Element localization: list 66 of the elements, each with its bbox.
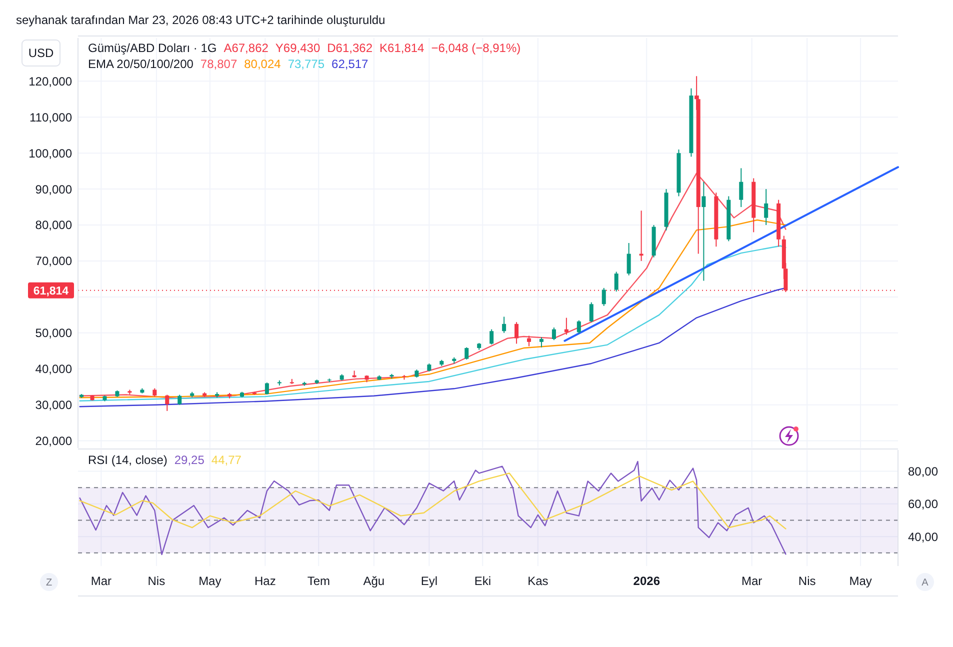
annotation: −6,048 (−8,91%) [431, 41, 521, 55]
candlestick [490, 328, 494, 345]
candlestick [626, 242, 631, 276]
text: seyhanak tarafından Mar 23, 2026 08:43 UTC+2 tarihinde oluşturuldu [16, 13, 386, 27]
y-tick-label: 40,000 [35, 362, 72, 376]
text: Z [46, 578, 52, 588]
candlestick [539, 336, 544, 348]
text: 62,517 [332, 57, 369, 71]
x-tick-label: Tem [307, 574, 330, 588]
y-tick-label: 110,000 [30, 110, 72, 124]
x-tick-label: 2026 [633, 574, 660, 588]
candlestick [464, 346, 469, 360]
ref-line-label: 61,814 [33, 285, 70, 298]
candlestick [602, 287, 606, 306]
text: 29,25 [174, 453, 205, 467]
x-tick-label: May [849, 574, 872, 588]
legend-title: EMA 20/50/100/200 [88, 57, 194, 71]
candlestick [552, 327, 556, 341]
candlestick [702, 181, 706, 282]
chart-title: RSI (14, close) [88, 453, 168, 467]
y2-tick-label: 60,00 [908, 497, 938, 512]
y-tick-label: 80,000 [35, 218, 72, 232]
x-tick-label: Mar [741, 574, 762, 588]
line-series [79, 472, 786, 530]
y-axis-title: USD [28, 46, 54, 60]
y-tick-label: 90,000 [35, 182, 72, 196]
chart-title: Gümüş/ABD Doları · 1G [88, 41, 217, 55]
y-tick-label: 70,000 [35, 254, 72, 268]
x-tick-label: Ağu [363, 574, 385, 588]
candlestick [764, 188, 768, 226]
candlestick [527, 335, 531, 347]
candlestick [576, 320, 581, 334]
text: 73,775 [288, 57, 325, 71]
candlestick [739, 168, 744, 208]
candlestick [178, 394, 182, 406]
y2-tick-label: 40,00 [908, 530, 938, 544]
candlestick [514, 322, 519, 344]
line-series [79, 172, 786, 399]
annotation: Y69,430 [275, 41, 320, 55]
annotation: K61,814 [380, 41, 425, 55]
y2-tick-label: 80,00 [908, 464, 938, 478]
line-series [79, 219, 786, 398]
candlestick [165, 394, 170, 412]
candlestick [589, 302, 594, 323]
candlestick [502, 316, 506, 334]
text: 80,024 [244, 57, 282, 71]
text: 44,77 [211, 453, 242, 467]
annotation: A67,862 [224, 41, 269, 55]
x-tick-label: Nis [148, 574, 166, 588]
annotation: D61,362 [327, 41, 373, 55]
x-tick-label: May [198, 574, 222, 588]
candlestick [264, 382, 269, 395]
text: A [922, 578, 929, 588]
x-tick-label: Haz [254, 574, 276, 588]
x-tick-label: Eyl [420, 574, 438, 588]
x-tick-label: Mar [90, 574, 112, 588]
y-tick-label: 30,000 [35, 398, 72, 412]
y-tick-label: 50,000 [35, 326, 72, 340]
y-tick-label: 20,000 [35, 434, 72, 448]
x-tick-label: Kas [528, 574, 548, 588]
y-tick-label: 120,000 [28, 74, 72, 88]
text: 78,807 [200, 57, 238, 71]
x-tick-label: Nis [798, 574, 816, 588]
x-tick-label: Eki [474, 574, 491, 588]
candlestick [614, 271, 618, 292]
y-tick-label: 100,000 [28, 146, 72, 160]
